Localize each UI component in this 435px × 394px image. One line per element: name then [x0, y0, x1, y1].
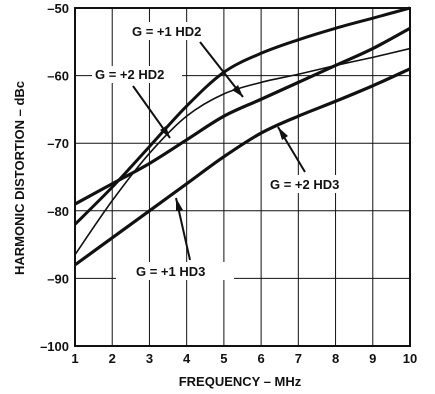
- annotation-bg: [266, 175, 358, 193]
- annotation-g2-hd3: G = +2 HD3: [270, 177, 339, 192]
- x-tick-label: 3: [146, 351, 153, 366]
- annotation-arrowhead-g1-hd2: [232, 85, 243, 97]
- y-tick-label: –50: [47, 1, 69, 16]
- x-axis-label: FREQUENCY – MHz: [179, 374, 302, 389]
- x-tick-label: 1: [71, 351, 78, 366]
- annotation-arrowhead-g2-hd3: [278, 127, 288, 140]
- x-tick-label: 5: [220, 351, 227, 366]
- y-tick-label: –70: [47, 136, 69, 151]
- x-tick-label: 8: [332, 351, 339, 366]
- annotation-g1-hd2: G = +1 HD2: [132, 24, 201, 39]
- y-tick-label: –60: [47, 69, 69, 84]
- tick-labels: 1 2 3 4 5 6 7 8 9 10 –50 –60 –70 –80 –90 –100: [40, 1, 417, 366]
- series-line-g-2-hd2: [74, 47, 411, 256]
- x-tick-label: 9: [369, 351, 376, 366]
- y-tick-label: –80: [47, 204, 69, 219]
- annotation-bg: [128, 22, 220, 40]
- y-axis-label: HARMONIC DISTORTION – dBc: [12, 81, 27, 275]
- x-tick-label: 6: [257, 351, 264, 366]
- x-tick-label: 4: [183, 351, 191, 366]
- annotation-g2-hd2: G = +2 HD2: [95, 67, 164, 82]
- plot-border: [74, 7, 411, 347]
- series-line-g-2-hd3: [74, 26, 411, 206]
- series-line-g-1-hd3: [74, 67, 411, 267]
- y-tick-label: –90: [47, 271, 69, 286]
- series-line-g-1-hd2: [73, 6, 411, 226]
- y-tick-label: –100: [40, 339, 69, 354]
- series-lines: [73, 6, 411, 267]
- annotation-arrowhead-g2-hd2: [160, 126, 170, 138]
- x-tick-label: 7: [295, 351, 302, 366]
- annotation-bg: [116, 262, 234, 280]
- x-tick-label: 10: [403, 351, 417, 366]
- x-tick-label: 2: [109, 351, 116, 366]
- annotation-bg: [92, 66, 182, 83]
- annotations: G = +1 HD2 G = +2 HD2 G = +2 HD3 G = +1 …: [92, 22, 358, 280]
- annotation-arrowhead-g1-hd3: [176, 198, 183, 211]
- plot-frame: [74, 7, 411, 347]
- annotation-g1-hd3: G = +1 HD3: [136, 264, 205, 279]
